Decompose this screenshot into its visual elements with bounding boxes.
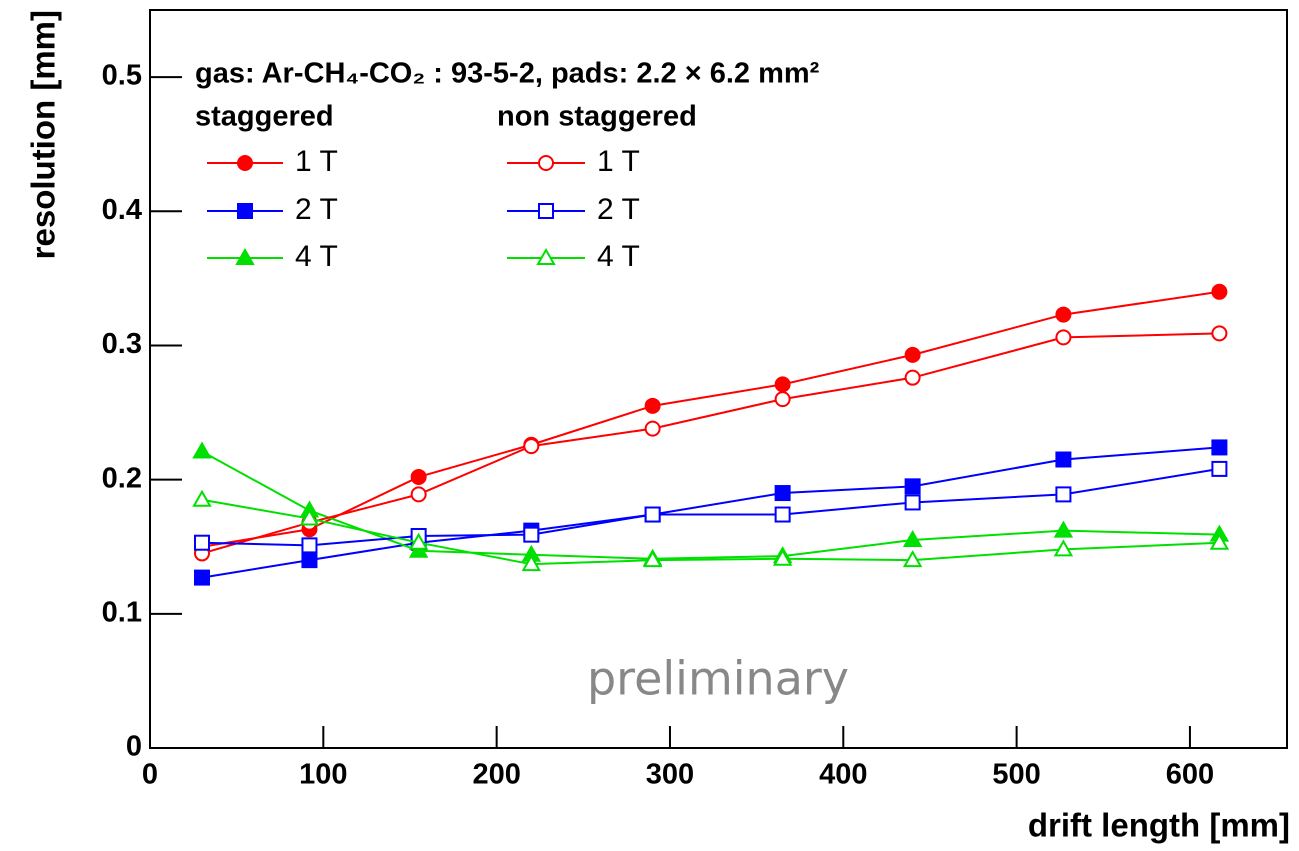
data-point — [299, 508, 320, 526]
data-point — [1055, 329, 1072, 346]
data-point — [904, 494, 921, 511]
legend-marker — [237, 155, 253, 171]
legend-group-title: staggered — [195, 101, 334, 133]
legend-label: 2 T — [597, 193, 640, 226]
legend-label: 4 T — [597, 240, 640, 273]
data-point — [904, 346, 921, 363]
data-point — [408, 532, 429, 550]
x-tick-label: 500 — [992, 759, 1040, 791]
legend-label: 2 T — [295, 193, 338, 226]
data-point — [1055, 451, 1072, 468]
data-point — [1055, 486, 1072, 503]
legend-marker — [538, 203, 554, 219]
data-point — [1053, 520, 1074, 538]
data-point — [642, 550, 663, 568]
data-point — [904, 369, 921, 386]
x-tick-label: 300 — [646, 759, 694, 791]
data-point — [1211, 283, 1228, 300]
x-tick-label: 0 — [142, 759, 158, 791]
data-point — [1209, 532, 1230, 550]
data-point — [1211, 460, 1228, 477]
data-point — [193, 534, 210, 551]
data-point — [192, 489, 212, 507]
annotation: preliminary — [587, 652, 849, 706]
data-point — [774, 506, 791, 523]
data-point — [1211, 325, 1228, 342]
series-line — [201, 332, 1220, 555]
data-point — [774, 485, 791, 502]
y-tick-label: 0.2 — [102, 462, 142, 494]
data-point — [301, 537, 318, 554]
legend-label: 1 T — [597, 145, 640, 178]
y-tick-label: 0 — [126, 731, 142, 763]
x-tick-label: 200 — [472, 759, 520, 791]
legend-marker — [536, 247, 556, 265]
x-tick-label: 100 — [299, 759, 347, 791]
data-point — [644, 420, 661, 437]
y-tick-label: 0.4 — [102, 194, 142, 226]
data-point — [521, 554, 542, 572]
data-point — [523, 438, 540, 455]
data-point — [301, 552, 318, 569]
legend-marker — [538, 155, 554, 171]
legend-label: 4 T — [295, 240, 338, 273]
x-tick-label: 600 — [1166, 759, 1214, 791]
legend-label: 1 T — [295, 145, 338, 178]
y-axis-title: resolution [mm] — [25, 10, 62, 259]
y-tick-label: 0.1 — [102, 596, 142, 628]
data-point — [772, 548, 793, 566]
data-point — [410, 468, 427, 485]
data-point — [904, 478, 921, 495]
legend-marker — [235, 247, 255, 265]
series-line — [201, 290, 1220, 548]
x-axis-title: drift length [mm] — [1028, 807, 1290, 844]
data-point — [192, 441, 212, 459]
y-tick-label: 0.3 — [102, 328, 142, 360]
data-point — [1055, 306, 1072, 323]
data-point — [902, 530, 923, 548]
legend-group-title: non staggered — [497, 101, 697, 133]
plot-frame — [149, 9, 1288, 749]
data-point — [523, 526, 540, 543]
data-point — [1211, 439, 1228, 456]
legend-marker — [237, 203, 253, 219]
data-point — [644, 506, 661, 523]
data-point — [193, 569, 210, 586]
data-point — [408, 540, 429, 558]
data-point — [410, 486, 427, 503]
data-point — [644, 397, 661, 414]
data-point — [774, 376, 791, 393]
legend-title: gas: Ar-CH₄-CO₂ : 93-5-2, pads: 2.2 × 6.… — [195, 58, 820, 90]
data-point — [1053, 539, 1074, 557]
data-point — [902, 550, 923, 568]
y-tick-label: 0.5 — [102, 60, 142, 92]
x-tick-label: 400 — [819, 759, 867, 791]
data-point — [774, 391, 791, 408]
